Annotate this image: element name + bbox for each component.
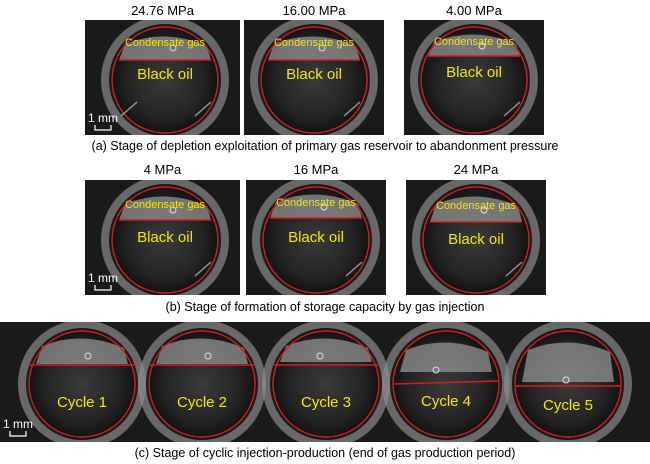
- micrograph-a1: Condensate gas Black oil 1 mm: [85, 20, 240, 135]
- cycle-5-view: Cycle 5: [504, 322, 632, 442]
- black-oil-label: Black oil: [137, 229, 193, 246]
- black-oil-label: Black oil: [448, 231, 504, 248]
- condensate-gas-label: Condensate gas: [436, 200, 517, 212]
- micrograph-b2: Condensate gas Black oil: [246, 180, 386, 295]
- scale-bar-label: 1 mm: [88, 111, 118, 125]
- cycle-label: Cycle 4: [421, 393, 471, 410]
- condensate-gas-label: Condensate gas: [274, 37, 355, 49]
- cycle-label: Cycle 2: [177, 394, 227, 411]
- cycle-label: Cycle 1: [57, 394, 107, 411]
- condensate-gas-label: Condensate gas: [125, 199, 206, 211]
- caption-c: (c) Stage of cyclic injection-production…: [134, 446, 516, 460]
- scale-bar-label: 1 mm: [3, 417, 33, 431]
- pressure-label: 4.00 MPa: [446, 3, 502, 18]
- cycle-3-view: Cycle 3: [262, 322, 390, 442]
- condensate-gas-label: Condensate gas: [276, 197, 357, 209]
- black-oil-label: Black oil: [446, 64, 502, 81]
- pressure-label: 24.76 MPa: [131, 3, 194, 18]
- black-oil-label: Black oil: [288, 229, 344, 246]
- condensate-gas-label: Condensate gas: [434, 36, 515, 48]
- cycle-2-view: Cycle 2: [138, 322, 266, 442]
- micrograph-b3: Condensate gas Black oil: [406, 180, 546, 295]
- cycle-1-view: Cycle 1: [18, 322, 146, 442]
- black-oil-label: Black oil: [137, 66, 193, 83]
- pressure-label: 4 MPa: [143, 162, 182, 177]
- caption-b: (b) Stage of formation of storage capaci…: [165, 300, 485, 314]
- micrograph-a2: Condensate gas Black oil: [244, 20, 384, 135]
- cycle-label: Cycle 5: [543, 397, 593, 414]
- scale-bar-label: 1 mm: [88, 271, 118, 285]
- pressure-label: 16.00 MPa: [282, 3, 346, 18]
- scale-bar: [94, 285, 112, 291]
- black-oil-label: Black oil: [286, 66, 342, 83]
- pressure-label: 16 MPa: [293, 162, 339, 177]
- scale-bar: [94, 125, 112, 131]
- scale-bar: [9, 431, 27, 437]
- condensate-gas-label: Condensate gas: [125, 37, 206, 49]
- cycle-4-view: Cycle 4: [382, 322, 510, 442]
- pressure-label: 24 MPa: [453, 162, 499, 177]
- micrograph-a3: Condensate gas Black oil: [404, 20, 544, 135]
- caption-a: (a) Stage of depletion exploitation of p…: [91, 139, 559, 153]
- cycle-label: Cycle 3: [301, 394, 351, 411]
- micrograph-b1: Condensate gas Black oil 1 mm: [85, 180, 240, 295]
- micrograph-strip-c: Cycle 1 Cycle 2 Cycle 3: [0, 322, 650, 442]
